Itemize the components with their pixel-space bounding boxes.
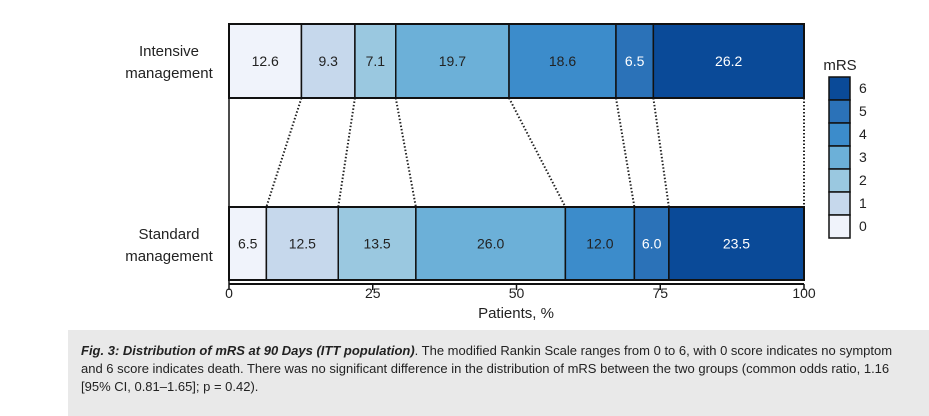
x-axis: 0 25 50 75 100 — [225, 24, 816, 301]
legend-label-mrs2: 2 — [859, 172, 867, 188]
legend: mRS 6 5 4 3 2 1 0 — [823, 57, 867, 239]
connector-line-2 — [337, 97, 356, 208]
group-label-standard-line1: Standard — [139, 226, 200, 243]
segment-label-standard-mrs6: 23.5 — [723, 236, 750, 252]
group-labels: Intensive management Standard management — [125, 43, 213, 265]
segment-label-intensive-mrs3: 19.7 — [439, 53, 466, 69]
connector-line-3 — [394, 97, 417, 208]
x-axis-label: Patients, % — [478, 305, 554, 322]
connector-line-6 — [652, 97, 670, 208]
bar-segment-standard-mrs3 — [415, 206, 567, 281]
x-tick-label-50: 50 — [509, 285, 525, 301]
legend-label-mrs4: 4 — [859, 126, 867, 142]
legend-label-mrs3: 3 — [859, 149, 867, 165]
x-tick-label-25: 25 — [365, 285, 381, 301]
connector-lines — [265, 97, 805, 208]
legend-label-mrs0: 0 — [859, 218, 867, 234]
segment-label-intensive-mrs0: 12.6 — [252, 53, 279, 69]
segment-label-intensive-mrs4: 18.6 — [549, 53, 576, 69]
legend-swatch-mrs2 — [828, 168, 851, 193]
legend-swatch-mrs1 — [828, 191, 851, 216]
segment-label-standard-mrs2: 13.5 — [363, 236, 390, 252]
segment-label-standard-mrs0: 6.5 — [238, 236, 258, 252]
connector-line-4 — [508, 97, 567, 208]
group-label-intensive-line1: Intensive — [139, 43, 199, 60]
legend-swatch-mrs0 — [828, 214, 851, 239]
x-tick-label-75: 75 — [652, 285, 668, 301]
legend-label-mrs1: 1 — [859, 195, 867, 211]
segment-labels: 12.6 9.3 7.1 19.7 18.6 6.5 26.2 6.5 12.5 13.5 26.0… — [238, 53, 750, 252]
segment-label-standard-mrs4: 12.0 — [586, 236, 613, 252]
legend-label-mrs6: 6 — [859, 80, 867, 96]
segment-label-intensive-mrs2: 7.1 — [366, 53, 386, 69]
x-tick-label-100: 100 — [792, 285, 816, 301]
legend-swatch-mrs4 — [828, 122, 851, 147]
group-label-intensive-line2: management — [125, 65, 213, 82]
caption-title: Fig. 3: Distribution of mRS at 90 Days (… — [81, 343, 415, 358]
segment-label-intensive-mrs5: 6.5 — [625, 53, 645, 69]
segment-label-standard-mrs3: 26.0 — [477, 236, 504, 252]
segment-label-standard-mrs5: 6.0 — [642, 236, 662, 252]
segment-label-intensive-mrs6: 26.2 — [715, 53, 742, 69]
bar-segment-intensive-mrs1 — [300, 23, 356, 99]
connector-line-1 — [265, 97, 303, 208]
legend-swatch-mrs6 — [828, 76, 851, 101]
legend-title: mRS — [823, 57, 856, 74]
legend-label-mrs5: 5 — [859, 103, 867, 119]
legend-swatch-mrs3 — [828, 145, 851, 170]
bars — [228, 23, 805, 281]
segment-label-standard-mrs1: 12.5 — [289, 236, 316, 252]
group-label-standard-line2: management — [125, 248, 213, 265]
caption-body: . The modified Rankin Scale ranges from … — [81, 343, 893, 394]
segment-label-intensive-mrs1: 9.3 — [318, 53, 338, 69]
mrs-chart: 12.6 9.3 7.1 19.7 18.6 6.5 26.26.5 12.5 13.5 26.0… — [125, 23, 867, 322]
x-tick-label-0: 0 — [225, 285, 233, 301]
legend-swatch-mrs5 — [828, 99, 851, 124]
figure-caption: Fig. 3: Distribution of mRS at 90 Days (… — [81, 342, 911, 396]
bar-segment-standard-mrs2 — [337, 206, 417, 281]
connector-line-5 — [614, 97, 636, 208]
